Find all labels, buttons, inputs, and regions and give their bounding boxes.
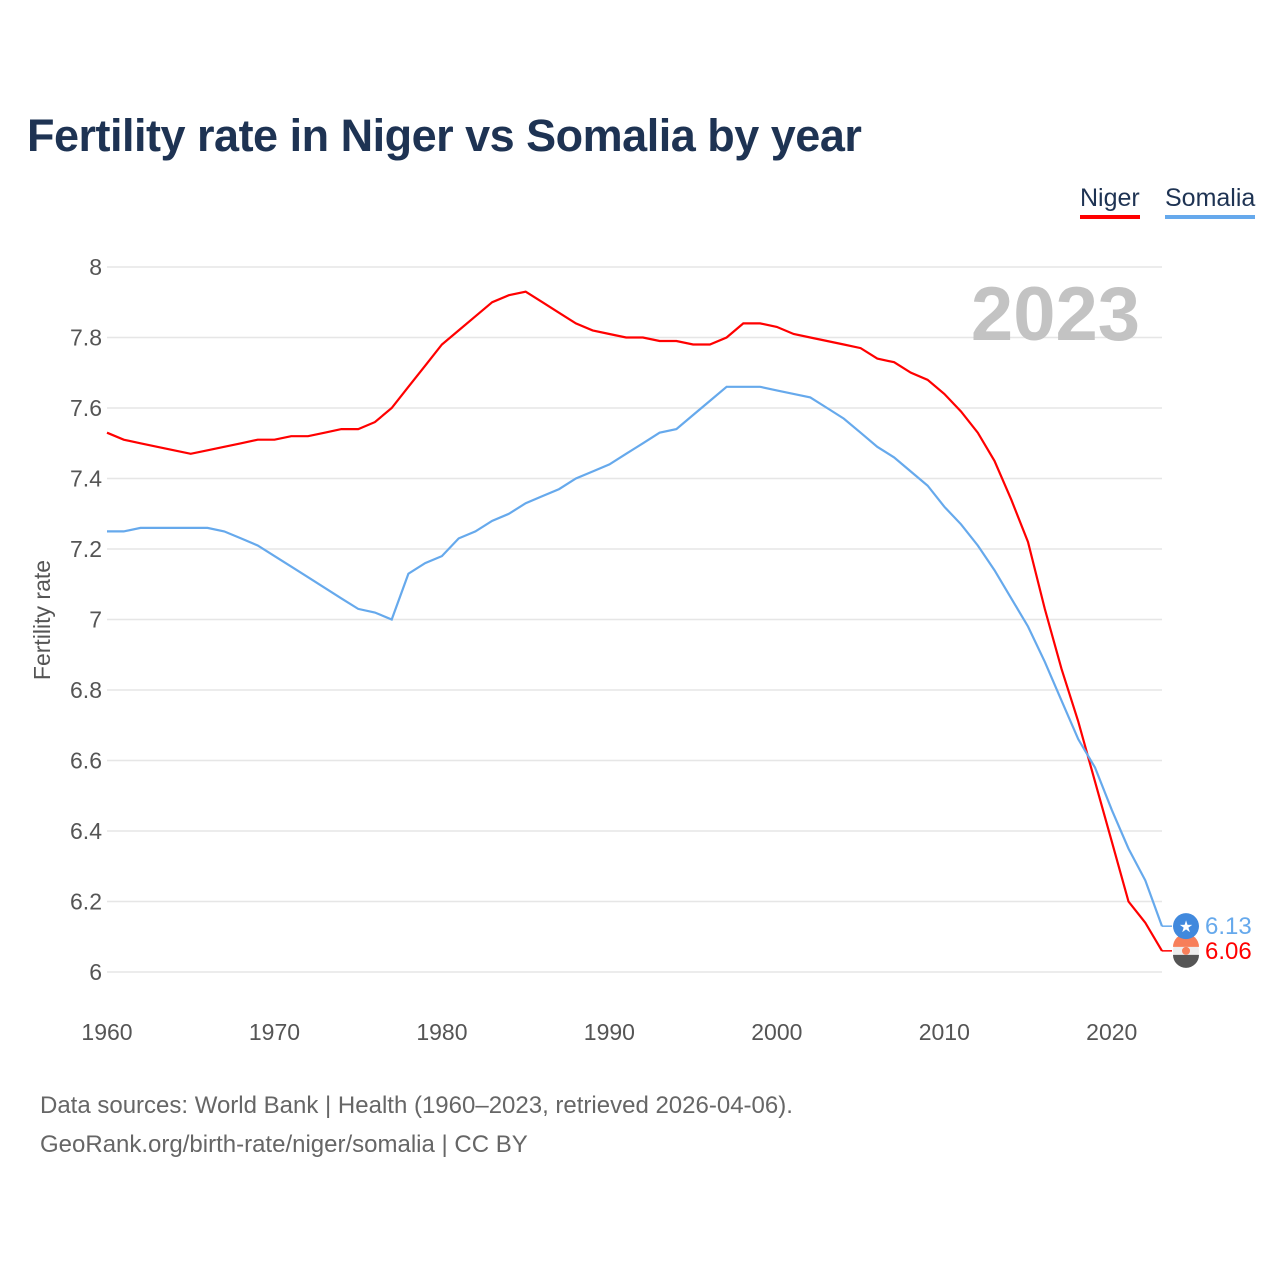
data-sources: Data sources: World Bank | Health (1960–… — [40, 1092, 793, 1119]
series-line-somalia — [107, 385, 1164, 927]
footer: Data sources: World Bank | Health (1960–… — [40, 1086, 793, 1164]
y-tick-label: 7.6 — [70, 395, 102, 421]
flag-dot — [1182, 946, 1190, 955]
x-tick-label: 1990 — [584, 1019, 635, 1045]
x-tick-label: 2010 — [919, 1019, 970, 1045]
legend-niger[interactable]: Niger — [1080, 184, 1140, 219]
y-tick-label: 6.2 — [70, 889, 102, 915]
x-tick-label: 1980 — [416, 1019, 467, 1045]
y-tick-label: 7.8 — [70, 325, 102, 351]
y-tick-label: 6.4 — [70, 818, 102, 844]
chart-title: Fertility rate in Niger vs Somalia by ye… — [27, 110, 862, 161]
x-tick-label: 1970 — [249, 1019, 300, 1045]
y-tick-label: 6 — [89, 959, 102, 985]
source-link[interactable]: GeoRank.org/birth-rate/niger/somalia | C… — [40, 1131, 528, 1158]
x-tick-label: 1960 — [81, 1019, 132, 1045]
star-icon: ★ — [1179, 919, 1193, 936]
x-tick-label: 2020 — [1086, 1019, 1137, 1045]
y-tick-label: 8 — [89, 254, 102, 280]
x-tick-label: 2000 — [751, 1019, 802, 1045]
legend-somalia[interactable]: Somalia — [1165, 184, 1256, 219]
somalia-flag-icon — [1173, 913, 1199, 940]
series-line-niger — [106, 290, 1163, 952]
year-watermark: 2023 — [971, 272, 1140, 357]
end-value-label: 6.13 — [1205, 913, 1252, 940]
end-value-label: 6.06 — [1205, 938, 1252, 965]
y-tick-label: 7.4 — [70, 466, 102, 492]
y-tick-label: 6.6 — [70, 748, 102, 774]
y-axis-label: Fertility rate — [29, 560, 55, 680]
y-tick-label: 7 — [89, 607, 102, 633]
flag-stripe — [1173, 954, 1199, 968]
y-tick-label: 7.2 — [70, 536, 102, 562]
y-tick-label: 6.8 — [70, 677, 102, 703]
